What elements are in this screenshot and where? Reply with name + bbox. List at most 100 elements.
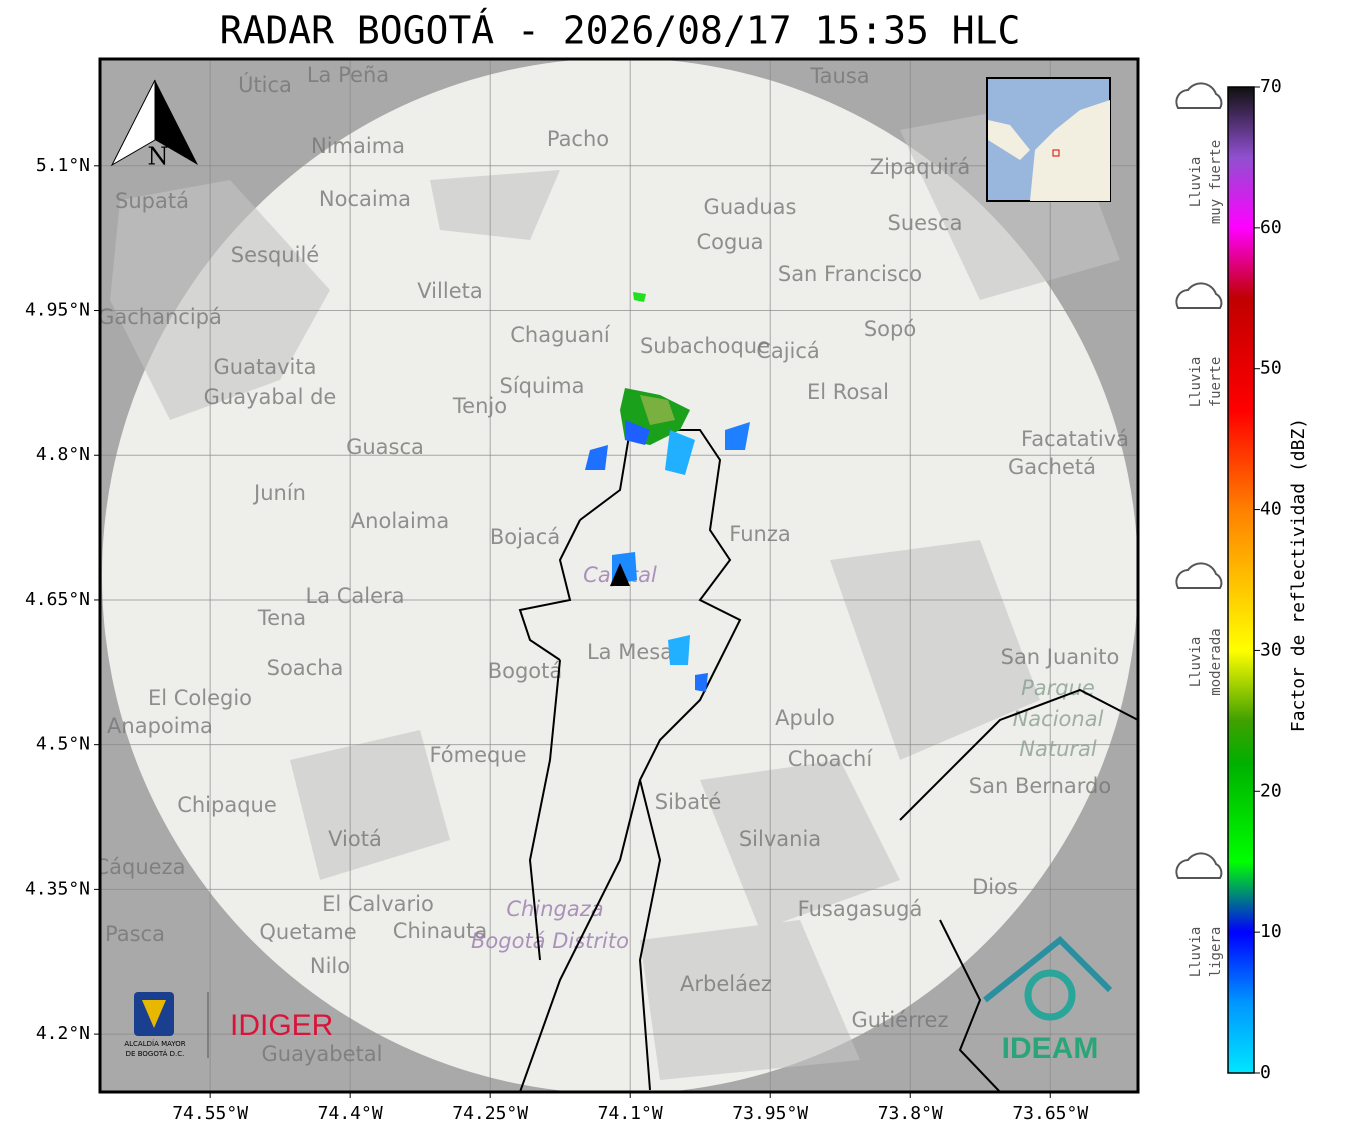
place-label: Nacional	[1013, 707, 1104, 731]
colorbar-tick-label: 50	[1260, 358, 1282, 379]
place-label: Cáqueza	[95, 855, 186, 879]
place-label: San Francisco	[778, 262, 922, 286]
place-label: Fusagasugá	[798, 897, 923, 921]
place-label: Guayabetal	[262, 1042, 383, 1066]
lat-tick-label: 4.2°N	[36, 1023, 90, 1044]
lat-tick-label: 5.1°N	[36, 155, 90, 176]
place-label: Gutiérrez	[852, 1008, 949, 1032]
place-label: Nilo	[310, 954, 350, 978]
place-label: Gachetá	[1008, 455, 1096, 479]
place-label: Sesquilé	[231, 243, 319, 267]
place-label: Pacho	[547, 127, 609, 151]
place-label: Tenjo	[452, 394, 507, 418]
place-label: Junín	[252, 481, 306, 505]
place-label: Bojacá	[490, 525, 560, 549]
place-label: Tausa	[809, 64, 869, 88]
lon-tick-label: 73.65°W	[1012, 1103, 1088, 1124]
place-label: Anapoima	[107, 714, 213, 738]
place-label: El Colegio	[148, 686, 252, 710]
ideam-logo: IDEAM	[983, 935, 1113, 1065]
place-label: El Rosal	[807, 380, 889, 404]
lon-tick-label: 74.4°W	[318, 1103, 383, 1124]
lon-tick-label: 73.95°W	[732, 1103, 808, 1124]
terrain	[110, 100, 1120, 1080]
colorbar-label: Factor de reflectividad (dBZ)	[1288, 418, 1309, 732]
place-label: Bogotá	[488, 659, 563, 683]
colorbar-tick-label: 10	[1260, 921, 1282, 942]
place-label: Sibaté	[655, 790, 722, 814]
place-label: Gachancipá	[98, 305, 222, 329]
lat-tick-label: 4.5°N	[36, 734, 90, 755]
place-label: Chingaza	[506, 897, 603, 921]
lat-tick-label: 4.65°N	[25, 589, 90, 610]
lat-tick-label: 4.8°N	[36, 444, 90, 465]
lon-tick-label: 74.55°W	[172, 1103, 248, 1124]
place-label: Choachí	[788, 747, 874, 771]
ideam-label: IDEAM	[1002, 1032, 1099, 1065]
north-label: N	[148, 143, 169, 171]
colorbar-tick-label: 30	[1260, 639, 1282, 660]
idiger-logo: IDIGER	[230, 1009, 333, 1042]
place-label: Guayabal de	[204, 385, 337, 409]
place-label: Anolaima	[351, 509, 449, 533]
colorbar-tick-label: 60	[1260, 217, 1282, 238]
rain-icon	[1175, 852, 1223, 879]
map-frame	[98, 57, 1140, 1094]
colorbar-tick-label: 20	[1260, 780, 1282, 801]
rain-icon	[1175, 282, 1223, 309]
place-label: Fómeque	[429, 743, 526, 767]
place-label: Supatá	[115, 189, 189, 213]
north-arrow: N	[110, 79, 198, 171]
place-label: Cajicá	[756, 339, 820, 363]
place-label: Bogotá Distrito	[471, 929, 629, 953]
legend-label: Lluvia	[1188, 357, 1204, 408]
lon-tick-label: 74.1°W	[598, 1103, 663, 1124]
legend-label: Lluvia	[1188, 927, 1204, 978]
rain-icon	[1175, 562, 1223, 589]
place-label: Guatavita	[214, 355, 317, 379]
place-label: Chinauta	[393, 919, 487, 943]
legend-label: ligera	[1208, 927, 1224, 978]
place-label: El Calvario	[322, 892, 434, 916]
map: La Peña Útica Tausa Pacho Nimaima Nocaima Supa…	[95, 59, 1138, 1092]
place-label: Suesca	[888, 211, 963, 235]
colorbar-tick-label: 70	[1260, 76, 1282, 97]
colorbar-tick-label: 40	[1260, 499, 1282, 520]
place-label: San Juanito	[1001, 645, 1120, 669]
legend-label: Lluvia	[1188, 637, 1204, 688]
legend-label: Lluvia	[1188, 157, 1204, 208]
legend-label: moderada	[1208, 628, 1224, 695]
place-label: La Peña	[307, 63, 389, 87]
rain-icon	[1175, 82, 1223, 109]
alcaldia-line: ALCALDÍA MAYOR	[124, 1039, 185, 1048]
place-label: Dios	[972, 875, 1018, 899]
place-label: Natural	[1019, 737, 1097, 761]
place-label: San Bernardo	[969, 774, 1111, 798]
place-label: Soacha	[267, 656, 344, 680]
place-label: Subachoque	[640, 334, 770, 358]
place-label: Zipaquirá	[870, 155, 970, 179]
place-label: Facatativá	[1021, 427, 1129, 451]
place-label: Arbeláez	[680, 972, 772, 996]
place-label: Silvania	[739, 827, 821, 851]
place-label: La Calera	[305, 584, 404, 608]
lon-tick-label: 73.8°W	[878, 1103, 943, 1124]
alcaldia-logo: ALCALDÍA MAYOR DE BOGOTÁ D.C. IDIGER	[124, 992, 333, 1058]
place-label: Quetame	[259, 920, 356, 944]
lat-tick-label: 4.35°N	[25, 878, 90, 899]
place-label: Guaduas	[704, 195, 797, 219]
lon-tick-label: 74.25°W	[452, 1103, 528, 1124]
lat-tick-label: 4.95°N	[25, 300, 90, 321]
place-label: Funza	[729, 522, 790, 546]
inset-map	[986, 77, 1111, 202]
place-label: Tena	[257, 606, 306, 630]
place-label: Parque	[1021, 676, 1095, 700]
place-label: Cogua	[696, 230, 763, 254]
alcaldia-line: DE BOGOTÁ D.C.	[126, 1049, 185, 1058]
place-label: La Mesa	[587, 640, 673, 664]
place-label: Pasca	[105, 922, 165, 946]
radar-echoes	[585, 292, 750, 692]
place-label: Síquima	[500, 374, 585, 398]
place-label: Sopó	[864, 317, 916, 341]
